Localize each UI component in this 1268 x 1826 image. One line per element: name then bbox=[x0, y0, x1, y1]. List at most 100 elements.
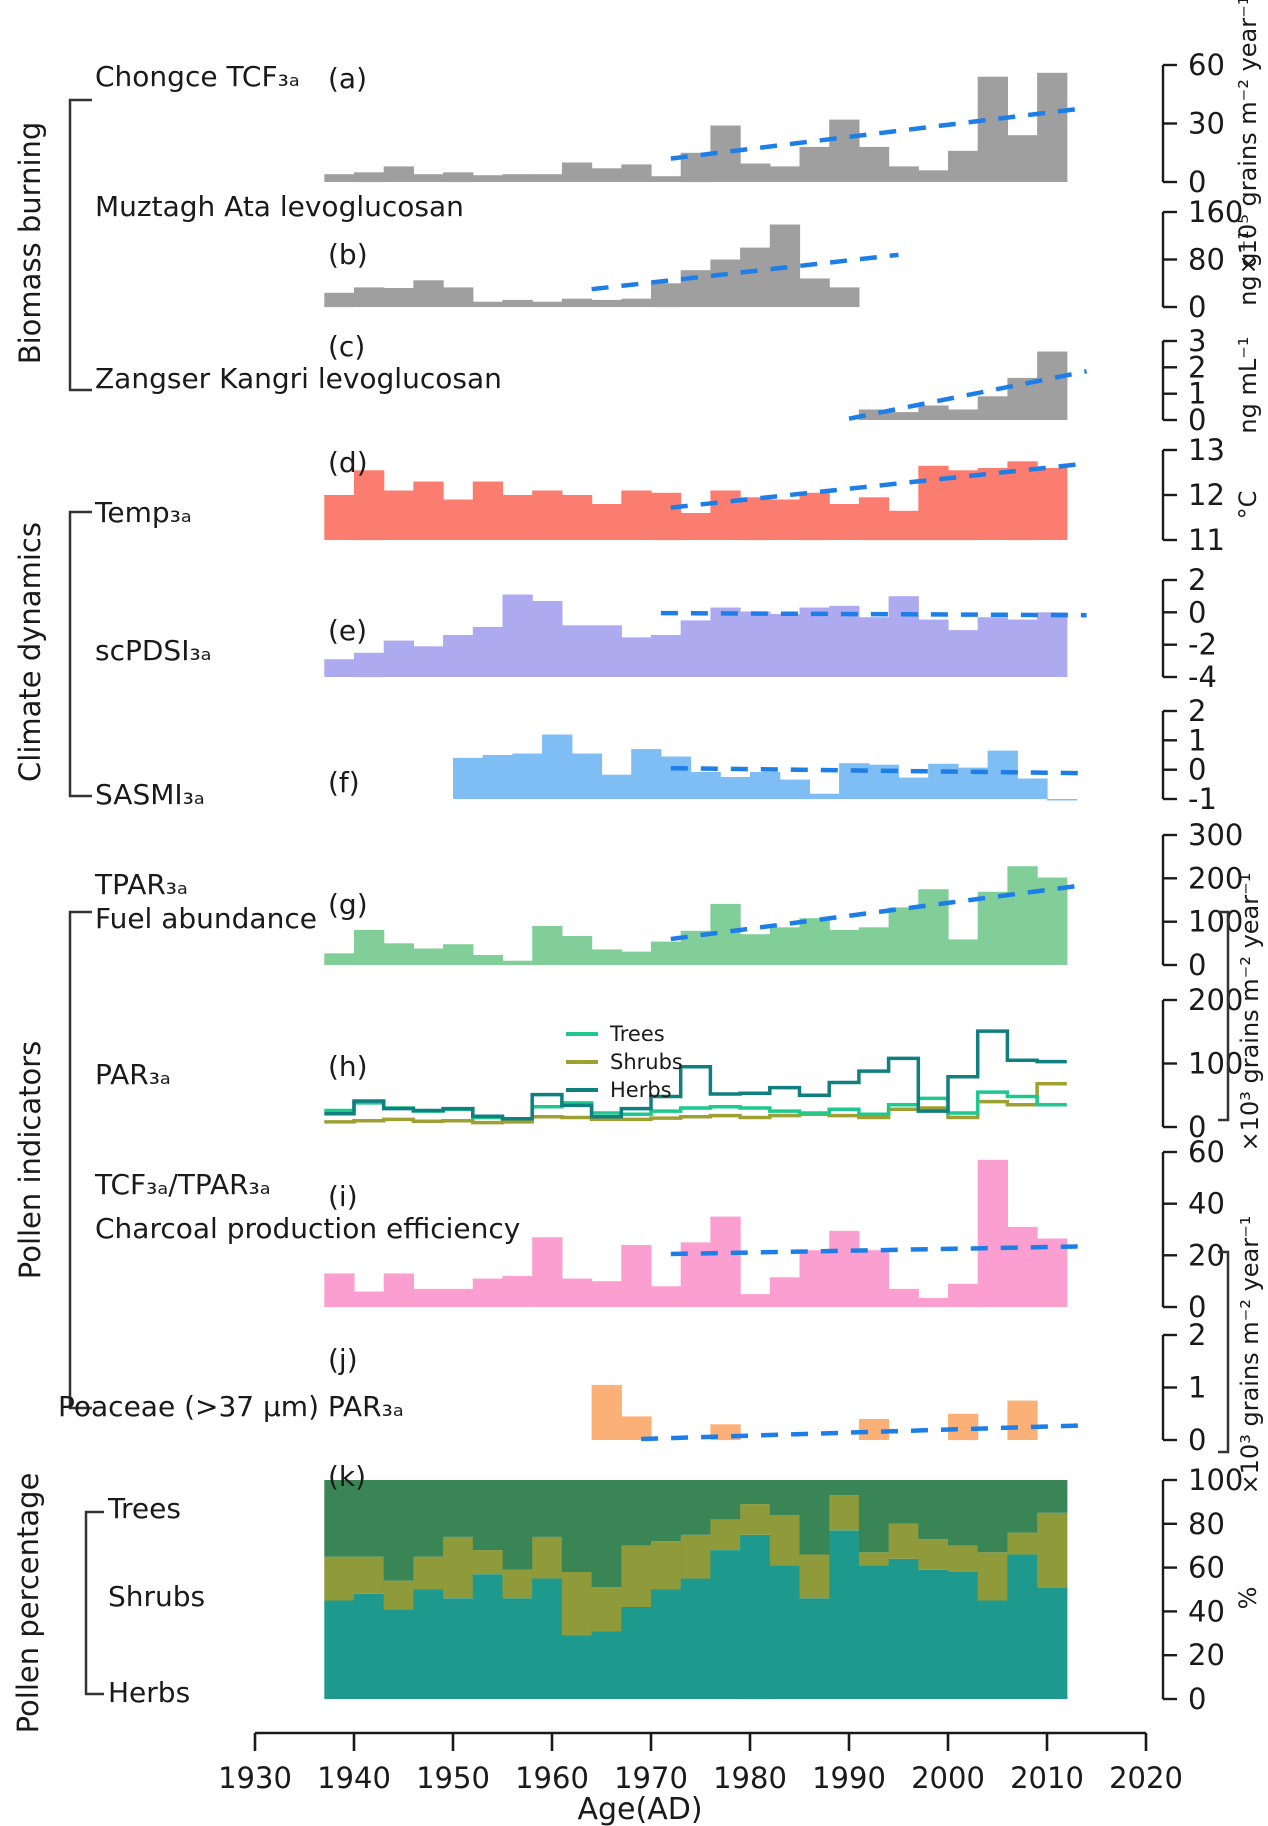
panel-i-bar bbox=[413, 1288, 444, 1307]
panel-a-bar bbox=[354, 172, 385, 183]
panel-k-segment-shrubs bbox=[799, 1554, 830, 1599]
panel-f-letter: (f) bbox=[328, 766, 360, 799]
panel-j-bar bbox=[858, 1419, 890, 1440]
panel-k-tick-label: 20 bbox=[1188, 1638, 1225, 1672]
panel-b-trend-line bbox=[591, 252, 899, 292]
panel-k-tick-label: 60 bbox=[1188, 1551, 1225, 1585]
panel-j-tick-label: 2 bbox=[1188, 1318, 1206, 1352]
panel-e-bar bbox=[621, 637, 652, 677]
panel-e-bar bbox=[443, 635, 474, 677]
panel-d-tick-label: 12 bbox=[1188, 478, 1225, 512]
panel-a-bar bbox=[443, 172, 474, 183]
panel-k-segment-trees bbox=[324, 1480, 355, 1557]
panel-j-tick-label: 0 bbox=[1188, 1423, 1206, 1457]
panel-b-bar bbox=[532, 301, 563, 307]
panel-a-bar bbox=[532, 174, 563, 182]
panel-k-row-herbs: Herbs bbox=[108, 1676, 191, 1709]
panel-i-bar bbox=[948, 1283, 979, 1308]
panel-g-bar bbox=[591, 949, 622, 965]
panel-k-segment-shrubs bbox=[502, 1569, 533, 1599]
panel-g-tick-label: 100 bbox=[1188, 905, 1243, 939]
panel-b-bar bbox=[710, 259, 741, 307]
panel-g-tick-label: 200 bbox=[1188, 861, 1243, 895]
panel-g-bar bbox=[977, 891, 1008, 965]
panel-i-title: TCF₃ₐ/TPAR₃ₐ bbox=[95, 1168, 271, 1201]
panel-i-plot bbox=[324, 1159, 1087, 1308]
panel-g-tick-label: 0 bbox=[1188, 948, 1206, 982]
panel-a-trend-line bbox=[670, 105, 1087, 161]
panel-j-bar bbox=[1007, 1400, 1038, 1440]
panel-g-title: TPAR₃ₐ bbox=[95, 868, 188, 901]
panel-i-bar bbox=[977, 1159, 1008, 1308]
panel-g-bar bbox=[443, 944, 474, 965]
panel-f-bar bbox=[898, 777, 929, 799]
panel-a-bar bbox=[769, 166, 801, 182]
panel-k-segment-herbs bbox=[948, 1572, 979, 1699]
panel-a-bar bbox=[888, 166, 919, 182]
panel-k-segment-herbs bbox=[918, 1569, 949, 1699]
panel-g-bar bbox=[829, 929, 860, 965]
panel-j-title: Poaceae (>37 μm) PAR₃ₐ bbox=[58, 1390, 404, 1423]
panel-g-bar bbox=[561, 936, 593, 965]
bracket-pollen-indicators bbox=[68, 910, 92, 1410]
panel-f-bar bbox=[809, 793, 840, 799]
panel-k-segment-shrubs bbox=[1007, 1532, 1038, 1555]
panel-g-letter: (g) bbox=[328, 888, 368, 921]
panel-b-bar bbox=[472, 301, 504, 307]
panel-k-segment-trees bbox=[1037, 1480, 1068, 1513]
panel-b-bar bbox=[591, 299, 622, 307]
panel-i-bar bbox=[532, 1237, 563, 1308]
panel-a-title: Chongce TCF₃ₐ bbox=[95, 60, 300, 93]
panel-e-bar bbox=[354, 652, 385, 678]
panel-b-tick-label: 0 bbox=[1188, 290, 1206, 324]
panel-e-plot bbox=[324, 594, 1087, 678]
panel-h-line-trees bbox=[324, 1090, 1067, 1121]
panel-j-tick-label: 1 bbox=[1188, 1371, 1206, 1405]
panel-k-segment-herbs bbox=[443, 1598, 474, 1699]
panel-k-segment-herbs bbox=[324, 1600, 355, 1699]
panel-d-bar bbox=[324, 495, 355, 540]
panel-j-y-axis: 2 1 0 bbox=[1161, 1318, 1206, 1457]
panel-f-trend-line bbox=[670, 765, 1087, 776]
x-axis-tick-label: 1970 bbox=[614, 1761, 688, 1795]
panel-k-tick-label: 40 bbox=[1188, 1594, 1225, 1628]
x-axis-tick-label: 2010 bbox=[1010, 1761, 1084, 1795]
panel-b-bar bbox=[324, 292, 355, 308]
panel-e-trend-line bbox=[660, 610, 1087, 618]
panel-k-row-shrubs: Shrubs bbox=[108, 1580, 206, 1613]
panel-g-bar bbox=[413, 948, 444, 965]
panel-f-bar bbox=[1047, 799, 1078, 801]
panel-g-bar bbox=[799, 918, 830, 965]
panel-e-bar bbox=[413, 646, 444, 677]
panel-e-bar bbox=[680, 620, 711, 677]
panel-a-bar bbox=[413, 174, 444, 182]
panel-f-tick-label: 2 bbox=[1188, 694, 1206, 728]
panel-k-segment-herbs bbox=[829, 1530, 860, 1699]
panel-e-bar bbox=[799, 607, 830, 677]
panel-i-bar bbox=[769, 1277, 801, 1307]
panel-k-segment-trees bbox=[561, 1480, 593, 1572]
x-axis-tick-label: 1990 bbox=[812, 1761, 886, 1795]
panel-d-bar bbox=[769, 499, 801, 540]
panel-d-bar bbox=[1037, 468, 1068, 540]
panel-k-segment-herbs bbox=[383, 1609, 414, 1699]
panel-k-segment-shrubs bbox=[888, 1523, 919, 1559]
panel-a-bar bbox=[324, 174, 355, 182]
panel-b-bar bbox=[829, 287, 860, 307]
panel-h-plot bbox=[324, 1029, 1067, 1125]
panel-k-segment-shrubs bbox=[324, 1556, 355, 1601]
x-axis-tick-label: 1980 bbox=[713, 1761, 787, 1795]
panel-k-segment-shrubs bbox=[918, 1539, 949, 1570]
x-axis-tick-label: 1950 bbox=[416, 1761, 490, 1795]
panel-a-bar bbox=[621, 164, 652, 182]
panel-d-title: Temp₃ₐ bbox=[95, 496, 192, 529]
panel-g-bar bbox=[532, 926, 563, 965]
panel-k-segment-herbs bbox=[680, 1578, 711, 1699]
x-axis-tick-label: 1960 bbox=[515, 1761, 589, 1795]
panel-j-plot bbox=[591, 1384, 1087, 1442]
panel-i-tick-label: 60 bbox=[1188, 1135, 1225, 1169]
panel-a-plot bbox=[324, 72, 1087, 183]
panel-k-segment-trees bbox=[532, 1480, 563, 1537]
group-label-biomass-burning: Biomass burning bbox=[13, 121, 47, 365]
